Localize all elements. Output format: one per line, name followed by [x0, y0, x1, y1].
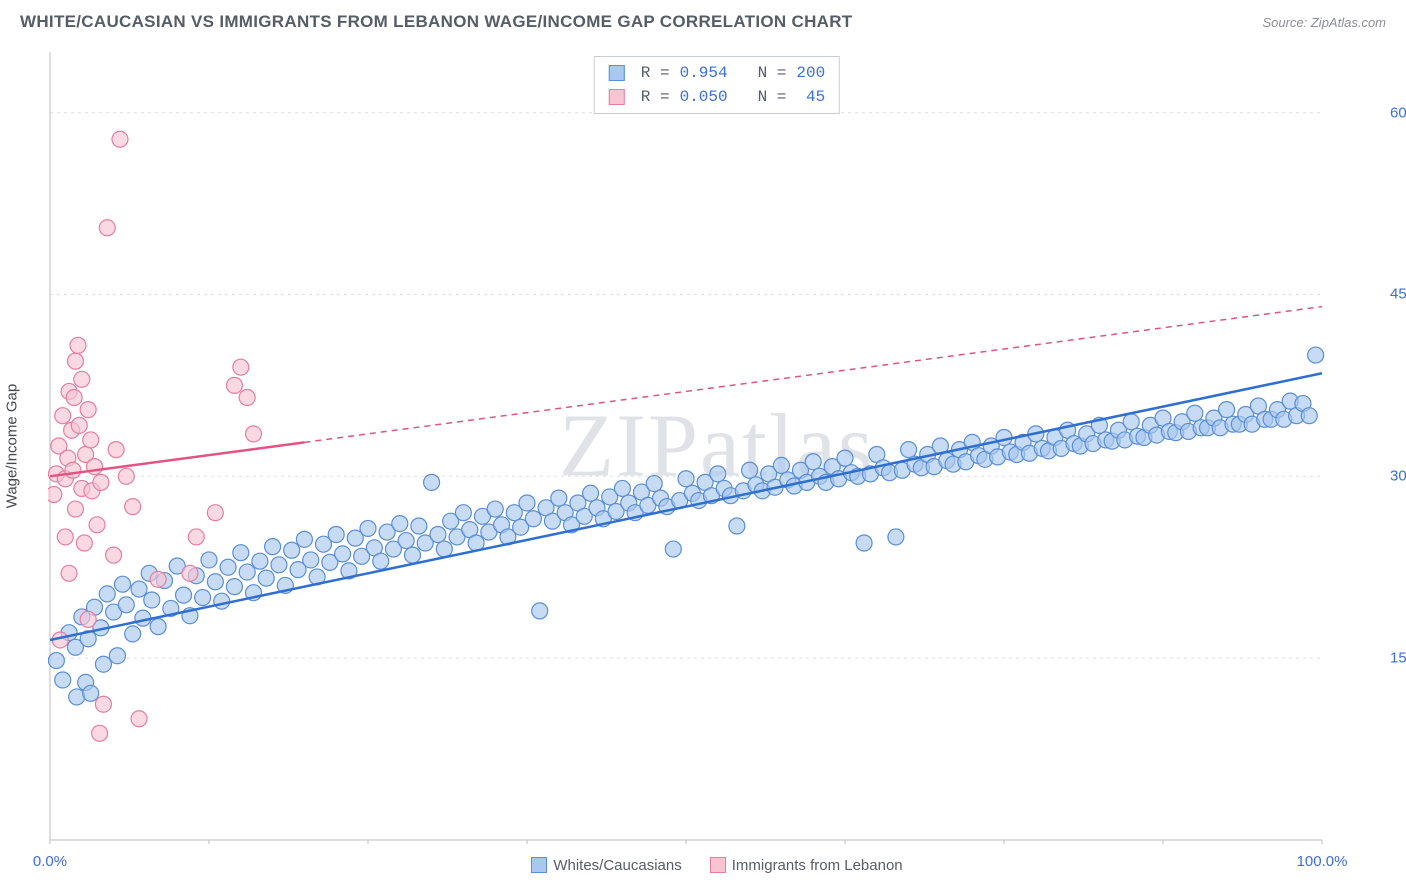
n-value: 45 — [796, 85, 825, 109]
y-tick-label: 60.0% — [1390, 104, 1406, 121]
r-label: R = — [641, 85, 670, 109]
y-axis-label: Wage/Income Gap — [4, 384, 21, 509]
legend-swatch — [609, 65, 625, 81]
series-legend: Whites/Caucasians Immigrants from Lebanon — [48, 857, 1386, 874]
x-tick-label: 0.0% — [33, 853, 67, 870]
legend-row: R = 0.050 N = 45 — [609, 85, 825, 109]
y-tick-label: 30.0% — [1390, 468, 1406, 485]
source-attribution: Source: ZipAtlas.com — [1262, 15, 1386, 30]
r-label: R = — [641, 61, 670, 85]
legend-label: Whites/Caucasians — [553, 857, 681, 874]
legend-item: Whites/Caucasians — [531, 857, 681, 874]
y-tick-label: 45.0% — [1390, 286, 1406, 303]
chart-area: Wage/Income Gap ZIPatlas R =0.954N =200R… — [48, 48, 1386, 844]
r-value: 0.050 — [680, 85, 728, 109]
legend-swatch — [710, 857, 726, 873]
legend-swatch — [531, 857, 547, 873]
n-value: 200 — [796, 61, 825, 85]
legend-item: Immigrants from Lebanon — [710, 857, 903, 874]
legend-row: R = 0.954 N = 200 — [609, 61, 825, 85]
chart-title: WHITE/CAUCASIAN VS IMMIGRANTS FROM LEBAN… — [20, 12, 853, 32]
legend-label: Immigrants from Lebanon — [732, 857, 903, 874]
y-tick-label: 15.0% — [1390, 650, 1406, 667]
n-label: N = — [758, 61, 787, 85]
scatter-plot — [48, 48, 1386, 844]
x-tick-label: 100.0% — [1297, 853, 1348, 870]
legend-swatch — [609, 89, 625, 105]
r-value: 0.954 — [680, 61, 728, 85]
n-label: N = — [758, 85, 787, 109]
correlation-legend: R = 0.954 N = 200 R = 0.050 N = 45 — [594, 56, 840, 114]
